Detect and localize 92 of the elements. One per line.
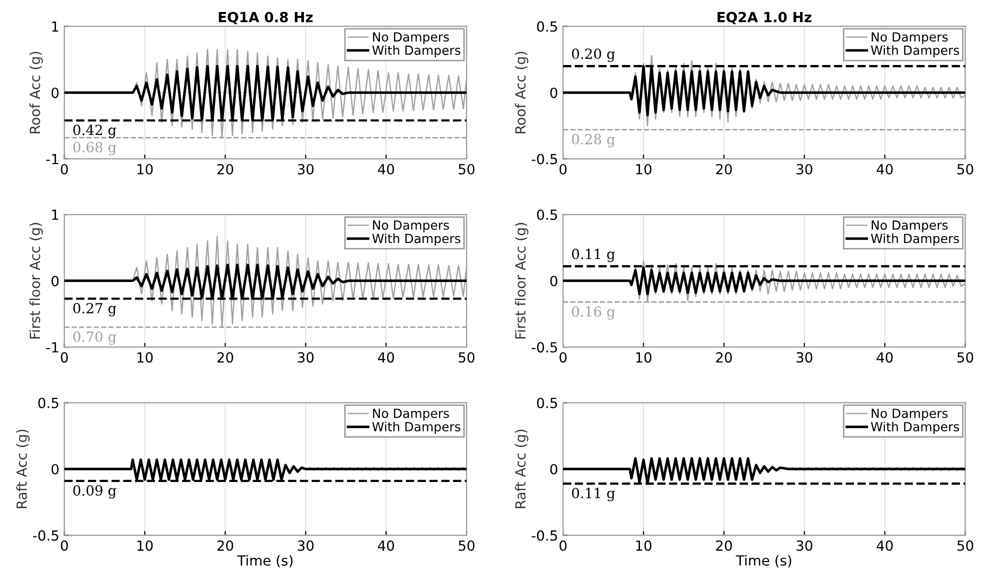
legend-label: No Dampers (373, 408, 449, 420)
line-series (64, 264, 467, 300)
x-tick-label: 50 (458, 352, 474, 363)
x-tick-label: 0 (560, 164, 567, 174)
line-series (563, 457, 966, 485)
y-tick-label: 0 (550, 464, 558, 474)
x-tick-label: 0 (560, 352, 567, 363)
y-tick-label: 0.5 (537, 210, 557, 220)
ref-line-label: 0.42 g (73, 124, 116, 138)
x-tick-label: 10 (137, 352, 153, 363)
y-axis-title: Raft Acc (g) (16, 430, 30, 508)
line-series (64, 458, 467, 481)
legend-label: With Dampers (870, 45, 960, 58)
legend-label: No Dampers (872, 32, 948, 44)
x-tick-label: 50 (957, 164, 974, 174)
y-tick-label: 1 (52, 21, 58, 32)
line-series (563, 64, 966, 116)
x-tick-label: 30 (298, 164, 314, 174)
ref-line-label: 0.09 g (73, 485, 116, 499)
y-axis-title: Raft Acc (g) (514, 430, 528, 508)
y-tick-label: -0.5 (532, 154, 557, 164)
x-tick-label: 30 (796, 164, 812, 174)
x-tick-label: 10 (137, 164, 153, 174)
x-tick-label: 40 (378, 540, 394, 551)
x-axis-title: Time (s) (736, 554, 792, 568)
ref-line-label: 0.16 g (572, 306, 615, 320)
x-tick-label: 20 (217, 164, 234, 174)
x-tick-label: 30 (796, 352, 812, 363)
y-axis-title: Roof Acc (g) (514, 52, 528, 134)
x-tick-label: 20 (716, 352, 732, 363)
y-tick-label: 0 (550, 88, 558, 98)
y-tick-label: 1 (52, 210, 58, 220)
legend-label: With Dampers (870, 422, 960, 434)
legend-label: No Dampers (373, 220, 449, 232)
y-axis-title: Roof Acc (g) (29, 52, 43, 134)
y-axis-title: First floor Acc (g) (29, 222, 43, 338)
x-tick-label: 50 (458, 540, 474, 551)
x-tick-label: 30 (298, 352, 314, 363)
ref-line-label: 0.68 g (73, 142, 116, 156)
x-tick-label: 0 (560, 540, 567, 551)
x-tick-label: 40 (378, 352, 394, 363)
x-tick-label: 50 (458, 164, 474, 174)
legend-label: No Dampers (872, 408, 948, 420)
x-tick-label: 10 (137, 540, 153, 551)
x-tick-label: 0 (60, 352, 68, 363)
x-tick-label: 40 (378, 164, 394, 174)
legend-label: With Dampers (372, 234, 460, 246)
legend-label: No Dampers (872, 220, 948, 232)
ref-line-label: 0.70 g (73, 331, 116, 345)
ref-line-label: 0.27 g (73, 302, 116, 316)
ref-line-label: 0.28 g (572, 134, 615, 148)
y-tick-label: -0.5 (33, 530, 58, 541)
line-series (563, 266, 966, 296)
x-tick-label: 20 (716, 540, 732, 551)
x-axis-title: Time (s) (237, 554, 292, 568)
y-tick-label: 0.5 (537, 21, 557, 32)
x-tick-label: 30 (298, 540, 314, 551)
legend-label: With Dampers (372, 45, 460, 58)
x-tick-label: 50 (957, 540, 974, 551)
y-tick-label: 0.5 (38, 398, 58, 408)
x-tick-label: 40 (876, 540, 893, 551)
ref-line-label: 0.20 g (572, 48, 615, 62)
x-tick-label: 10 (636, 352, 652, 363)
x-tick-label: 10 (636, 164, 652, 174)
y-tick-label: 0.5 (537, 398, 557, 408)
chart-title: EQ1A 0.8 Hz (218, 12, 313, 24)
y-tick-label: 0 (52, 464, 59, 474)
line-series (64, 64, 467, 122)
y-tick-label: 0 (52, 88, 59, 98)
ref-line-label: 0.11 g (572, 488, 615, 502)
x-tick-label: 40 (876, 352, 893, 363)
x-tick-label: 50 (957, 352, 974, 363)
ref-line-label: 0.11 g (572, 248, 615, 262)
y-tick-label: -0.5 (532, 342, 557, 353)
x-tick-label: 0 (60, 540, 68, 551)
legend-label: With Dampers (870, 234, 960, 246)
x-tick-label: 40 (876, 164, 893, 174)
legend-label: No Dampers (373, 32, 449, 44)
x-tick-label: 20 (217, 540, 234, 551)
chart-title: EQ2A 1.0 Hz (718, 12, 812, 24)
x-tick-label: 10 (636, 540, 652, 551)
x-tick-label: 20 (217, 352, 234, 363)
y-axis-title: First floor Acc (g) (514, 222, 528, 338)
x-tick-label: 20 (716, 164, 732, 174)
y-tick-label: 0 (550, 276, 558, 286)
y-tick-label: 0 (52, 276, 59, 286)
y-tick-label: -0.5 (532, 530, 557, 541)
x-tick-label: 30 (796, 540, 812, 551)
y-tick-label: -1 (46, 342, 58, 352)
y-tick-label: -1 (46, 154, 58, 164)
x-tick-label: 0 (60, 164, 68, 174)
legend-label: With Dampers (372, 422, 460, 434)
